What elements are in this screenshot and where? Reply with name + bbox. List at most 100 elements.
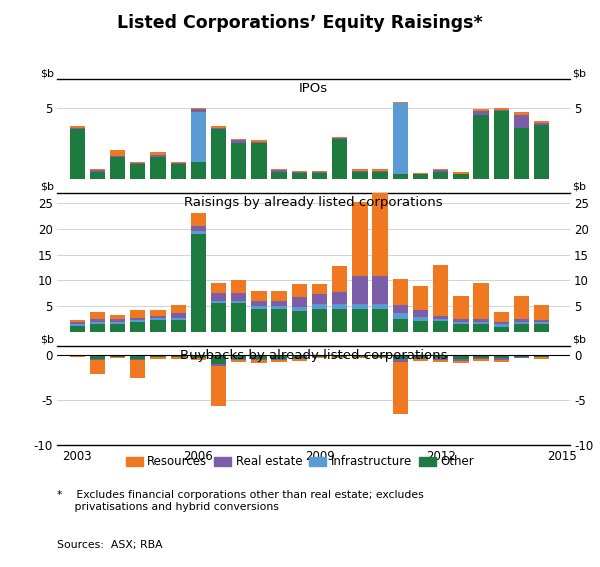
Bar [514,355,529,357]
Text: Sources:  ASX; RBA: Sources: ASX; RBA [57,540,163,550]
Bar [453,319,469,322]
Bar [494,324,509,327]
Bar [110,315,125,319]
Bar [413,174,428,175]
Bar [352,201,368,276]
Bar [473,322,489,324]
Bar [251,359,266,360]
Bar [453,174,469,175]
Text: $b: $b [572,69,587,78]
Text: $b: $b [40,181,55,192]
Bar [231,293,247,301]
Bar [392,319,408,332]
Bar [352,304,368,308]
Bar [130,359,145,360]
Bar [292,359,307,361]
Bar [534,355,550,357]
Bar [433,355,448,358]
Bar [373,191,388,276]
Bar [151,310,166,316]
Bar [90,355,105,359]
Bar [292,172,307,173]
Text: Raisings by already listed corporations: Raisings by already listed corporations [184,196,443,209]
Bar [292,311,307,332]
Bar [191,162,206,179]
Text: IPOs: IPOs [299,82,328,95]
Bar [170,164,186,179]
Bar [413,286,428,310]
Bar [231,139,247,141]
Bar [231,301,247,303]
Bar [312,173,327,179]
Bar [352,170,368,171]
Bar [433,360,448,362]
Bar [211,366,226,407]
Bar [170,355,186,357]
Bar [514,357,529,358]
Bar [413,359,428,361]
Bar [151,357,166,359]
Bar [332,266,347,291]
Bar [130,163,145,164]
Bar [231,360,247,362]
Bar [90,322,105,324]
Bar [231,303,247,332]
Bar [151,155,166,157]
Bar [534,305,550,320]
Bar [453,175,469,179]
Bar [211,126,226,128]
Bar [312,172,327,173]
Bar [514,324,529,332]
Bar [271,355,287,359]
Bar [332,355,347,357]
Bar [373,276,388,304]
Bar [271,306,287,308]
Bar [70,324,85,325]
Bar [332,137,347,138]
Bar [170,318,186,320]
Bar [151,355,166,357]
Bar [110,150,125,156]
Bar [271,301,287,306]
Bar [251,301,266,306]
Bar [90,360,105,374]
Bar [70,128,85,129]
Bar [332,308,347,332]
Bar [433,265,448,316]
Bar [211,355,226,364]
Bar [433,316,448,319]
Bar [453,355,469,359]
Bar [352,357,368,358]
Bar [534,324,550,332]
Bar [90,169,105,170]
Bar [453,361,469,363]
Bar [211,128,226,129]
Bar [332,291,347,304]
Bar [191,234,206,332]
Bar [352,355,368,357]
Bar [392,175,408,179]
Bar [251,355,266,359]
Bar [534,322,550,324]
Bar [494,312,509,322]
Bar [130,310,145,318]
Text: $b: $b [572,181,587,192]
Text: $b: $b [40,69,55,78]
Bar [110,156,125,157]
Bar [170,163,186,164]
Bar [473,355,489,358]
Bar [392,362,408,414]
Bar [292,173,307,179]
Bar [130,360,145,378]
Bar [413,310,428,318]
Bar [352,308,368,332]
Bar [494,355,509,358]
Bar [211,129,226,179]
Bar [251,143,266,179]
Bar [231,359,247,360]
Bar [151,316,166,318]
Bar [130,318,145,320]
Bar [271,170,287,171]
Bar [373,355,388,357]
Bar [332,357,347,358]
